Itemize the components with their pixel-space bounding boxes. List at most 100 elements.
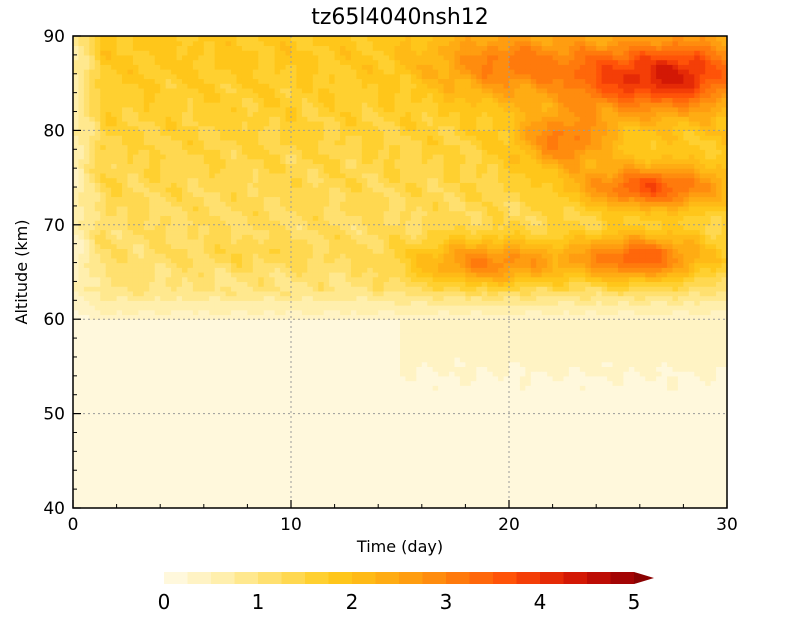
- contour-cell: [329, 201, 336, 207]
- contour-cell: [241, 73, 248, 80]
- contour-cell: [182, 92, 189, 98]
- contour-cell: [187, 498, 194, 504]
- contour-cell: [214, 399, 221, 405]
- contour-cell: [89, 73, 96, 80]
- contour-cell: [236, 191, 243, 198]
- contour-cell: [285, 352, 292, 358]
- contour-cell: [258, 328, 265, 334]
- contour-cell: [274, 149, 281, 155]
- contour-cell: [116, 295, 123, 301]
- contour-cell: [176, 54, 183, 61]
- contour-cell: [301, 385, 308, 391]
- contour-cell: [73, 484, 80, 490]
- contour-cell: [280, 347, 287, 353]
- contour-cell: [312, 125, 319, 131]
- contour-cell: [182, 352, 189, 358]
- contour-cell: [318, 234, 325, 240]
- contour-cell: [225, 64, 232, 70]
- contour-cell: [192, 451, 199, 457]
- contour-cell: [241, 172, 248, 179]
- contour-cell: [122, 92, 129, 98]
- contour-cell: [318, 135, 325, 141]
- contour-cell: [280, 456, 287, 462]
- contour-cell: [100, 413, 107, 419]
- contour-cell: [192, 135, 199, 141]
- contour-cell: [160, 399, 167, 405]
- contour-cell: [105, 380, 112, 386]
- contour-cell: [78, 144, 85, 150]
- contour-cell: [269, 191, 276, 198]
- contour-cell: [154, 172, 161, 179]
- contour-cell: [329, 168, 336, 174]
- contour-cell: [258, 338, 265, 344]
- contour-cell: [165, 64, 172, 70]
- contour-cell: [329, 64, 336, 70]
- contour-cell: [203, 267, 210, 273]
- contour-cell: [225, 408, 232, 415]
- contour-cell: [100, 262, 107, 268]
- contour-cell: [236, 257, 243, 264]
- contour-cell: [291, 290, 298, 297]
- contour-cell: [73, 163, 80, 169]
- contour-cell: [100, 50, 107, 56]
- contour-cell: [291, 78, 298, 84]
- contour-cell: [198, 120, 205, 127]
- contour-cell: [323, 177, 330, 183]
- contour-cell: [241, 229, 248, 235]
- contour-cell: [89, 385, 96, 391]
- contour-cell: [247, 385, 254, 391]
- contour-cell: [280, 238, 287, 245]
- contour-cell: [83, 50, 90, 56]
- contour-cell: [312, 50, 319, 56]
- contour-cell: [149, 394, 156, 401]
- contour-cell: [132, 375, 139, 382]
- contour-cell: [334, 92, 341, 98]
- contour-cell: [138, 394, 145, 401]
- contour-cell: [192, 59, 199, 65]
- contour-cell: [94, 399, 101, 405]
- contour-cell: [176, 111, 183, 117]
- contour-cell: [285, 201, 292, 207]
- contour-cell: [307, 45, 314, 51]
- contour-cell: [73, 220, 80, 226]
- contour-cell: [89, 257, 96, 264]
- contour-cell: [214, 408, 221, 415]
- contour-cell: [285, 83, 292, 89]
- contour-cell: [285, 92, 292, 98]
- contour-cell: [165, 380, 172, 386]
- contour-cell: [274, 45, 281, 51]
- contour-cell: [307, 290, 314, 297]
- contour-cell: [296, 59, 303, 65]
- contour-cell: [307, 470, 314, 476]
- contour-cell: [182, 333, 189, 339]
- contour-cell: [94, 474, 101, 481]
- contour-cell: [105, 446, 112, 452]
- contour-cell: [198, 248, 205, 254]
- contour-cell: [203, 427, 210, 434]
- contour-cell: [105, 498, 112, 504]
- contour-cell: [94, 73, 101, 80]
- contour-cell: [127, 366, 134, 372]
- contour-cell: [171, 342, 178, 349]
- contour-cell: [334, 267, 341, 273]
- contour-cell: [296, 149, 303, 155]
- contour-cell: [83, 399, 90, 405]
- contour-cell: [269, 272, 276, 278]
- contour-cell: [247, 314, 254, 320]
- contour-cell: [214, 253, 221, 259]
- contour-cell: [285, 479, 292, 485]
- contour-cell: [160, 385, 167, 391]
- contour-cell: [182, 432, 189, 438]
- contour-cell: [323, 408, 330, 415]
- contour-cell: [122, 83, 129, 89]
- contour-cell: [198, 498, 205, 504]
- contour-cell: [318, 333, 325, 339]
- contour-cell: [231, 432, 238, 438]
- contour-cell: [165, 40, 172, 47]
- contour-cell: [323, 234, 330, 240]
- contour-cell: [122, 408, 129, 415]
- contour-cell: [94, 460, 101, 467]
- contour-cell: [258, 125, 265, 131]
- contour-cell: [334, 257, 341, 264]
- contour-cell: [307, 432, 314, 438]
